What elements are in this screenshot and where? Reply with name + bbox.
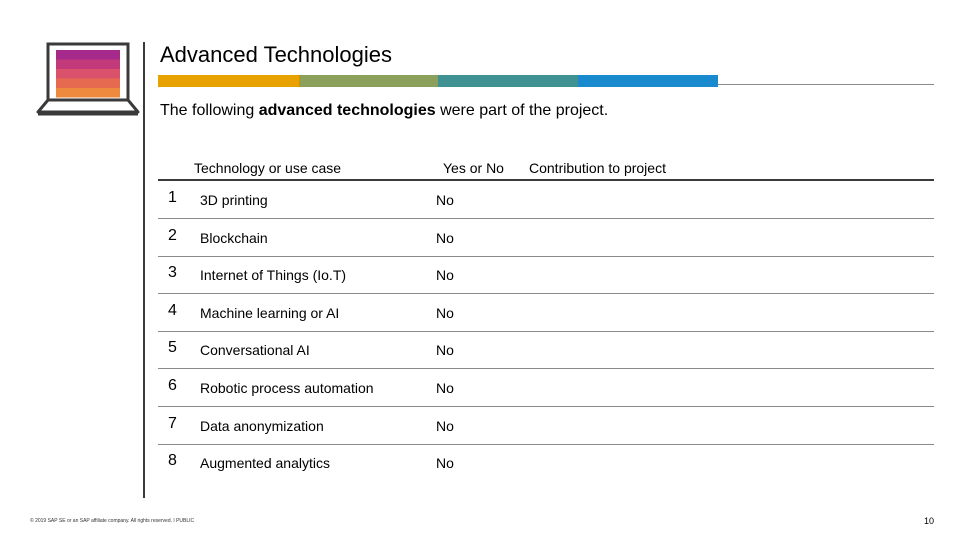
- table-row: 7 Data anonymization No: [158, 407, 934, 445]
- row-number: 6: [168, 377, 177, 394]
- row-number: 1: [168, 189, 177, 206]
- row-number: 8: [168, 452, 177, 470]
- laptop-screen-stripe: [56, 59, 120, 69]
- table-row: 5 Conversational AI No: [158, 331, 934, 370]
- table-row: 1 3D printing No: [158, 181, 934, 219]
- color-bar-segment: [299, 75, 438, 87]
- table-row: 8 Augmented analytics No: [158, 444, 934, 481]
- subtitle-post: were part of the project.: [435, 102, 609, 119]
- row-number: 2: [168, 226, 177, 244]
- subtitle: The following advanced technologies were…: [160, 102, 608, 120]
- row-technology: Internet of Things (Io.T): [200, 267, 347, 284]
- row-yes-or-no: No: [436, 304, 454, 321]
- table-row: 2 Blockchain No: [158, 219, 934, 257]
- laptop-icon: [36, 42, 140, 116]
- color-bar-segment: [158, 75, 299, 87]
- row-yes-or-no: No: [436, 417, 454, 434]
- row-yes-or-no: No: [436, 192, 454, 208]
- title-color-bar: [158, 75, 718, 87]
- laptop-screen-stripe: [56, 50, 120, 60]
- laptop-screen-stripe: [56, 69, 120, 79]
- row-yes-or-no: No: [436, 380, 454, 396]
- vertical-divider: [143, 42, 145, 498]
- title-rule: [718, 84, 934, 85]
- subtitle-pre: The following: [160, 102, 259, 119]
- laptop-screen-stripe: [56, 78, 120, 88]
- header-rule: [158, 179, 934, 181]
- table-row: 3 Internet of Things (Io.T) No: [158, 256, 934, 295]
- row-technology: Augmented analytics: [200, 455, 330, 472]
- page-number: 10: [923, 516, 934, 526]
- subtitle-bold: advanced technologies: [258, 102, 436, 119]
- row-yes-or-no: No: [436, 455, 454, 472]
- header-technology: Technology or use case: [194, 160, 342, 176]
- color-bar-segment: [578, 75, 718, 87]
- row-technology: Robotic process automation: [200, 380, 374, 396]
- row-technology: Blockchain: [200, 229, 268, 246]
- row-number: 7: [168, 414, 177, 432]
- laptop-screen-stripe: [56, 88, 120, 98]
- color-bar-segment: [438, 75, 578, 87]
- row-technology: Data anonymization: [200, 417, 324, 434]
- row-number: 3: [168, 264, 177, 282]
- row-number: 4: [168, 301, 177, 319]
- header-contribution: Contribution to project: [529, 160, 666, 176]
- row-yes-or-no: No: [436, 229, 454, 246]
- row-technology: 3D printing: [200, 192, 268, 208]
- row-technology: Machine learning or AI: [200, 304, 340, 321]
- footer-copyright: © 2019 SAP SE or an SAP affiliate compan…: [30, 518, 195, 524]
- row-technology: Conversational AI: [200, 342, 310, 359]
- table-row: 6 Robotic process automation No: [158, 369, 934, 407]
- page-title: Advanced Technologies: [160, 42, 392, 67]
- row-number: 5: [168, 339, 177, 357]
- header-yes-or-no: Yes or No: [443, 160, 504, 176]
- row-yes-or-no: No: [436, 342, 454, 359]
- table-row: 4 Machine learning or AI No: [158, 294, 934, 332]
- row-yes-or-no: No: [436, 267, 454, 284]
